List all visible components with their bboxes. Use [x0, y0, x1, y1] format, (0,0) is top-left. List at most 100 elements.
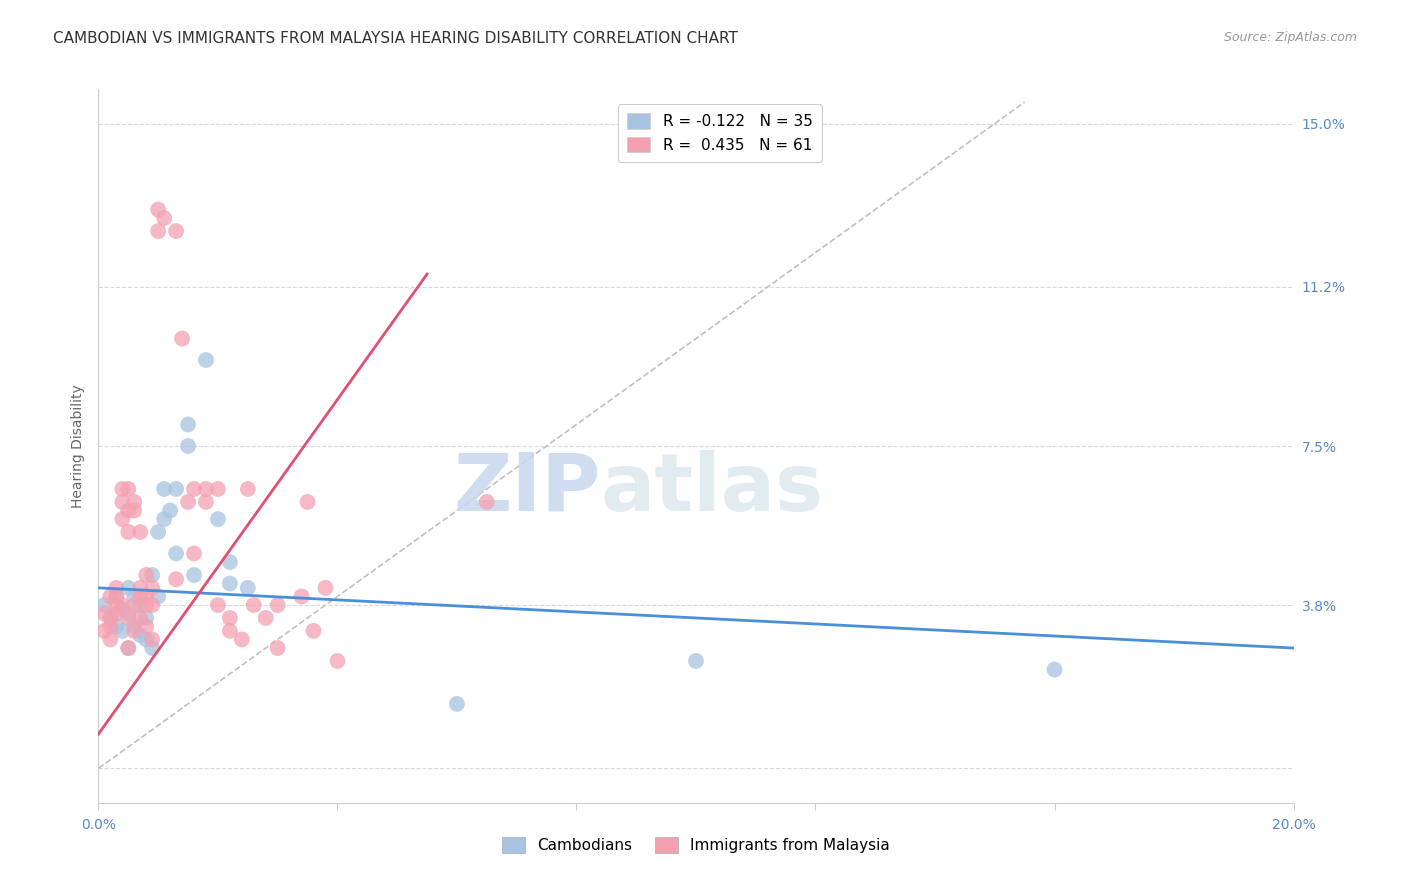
Y-axis label: Hearing Disability: Hearing Disability: [70, 384, 84, 508]
Point: [153, 512, 176, 526]
Point: [141, 641, 163, 656]
Point: [129, 611, 152, 625]
Point: [141, 598, 163, 612]
Point: [135, 590, 157, 604]
Point: [111, 495, 134, 509]
Point: [219, 624, 242, 638]
Text: atlas: atlas: [600, 450, 824, 528]
Point: [135, 568, 157, 582]
Point: [267, 598, 290, 612]
Point: [111, 602, 134, 616]
Point: [177, 439, 200, 453]
Point: [177, 495, 200, 509]
Point: [231, 632, 253, 647]
Point: [172, 332, 194, 346]
Point: [153, 482, 176, 496]
Point: [124, 619, 146, 633]
Point: [297, 495, 319, 509]
Point: [159, 503, 181, 517]
Point: [117, 581, 139, 595]
Point: [326, 654, 349, 668]
Point: [98, 611, 122, 625]
Point: [93, 624, 115, 638]
Point: [148, 524, 170, 539]
Point: [117, 611, 139, 625]
Point: [236, 581, 259, 595]
Point: [183, 546, 205, 560]
Point: [129, 590, 152, 604]
Point: [195, 495, 218, 509]
Point: [195, 482, 218, 496]
Point: [165, 224, 187, 238]
Point: [135, 619, 157, 633]
Point: [117, 641, 139, 656]
Point: [207, 598, 229, 612]
Text: ZIP: ZIP: [453, 450, 600, 528]
Point: [117, 607, 139, 621]
Point: [124, 598, 146, 612]
Point: [195, 353, 218, 368]
Point: [129, 598, 152, 612]
Point: [315, 581, 337, 595]
Point: [135, 598, 157, 612]
Point: [207, 482, 229, 496]
Point: [124, 503, 146, 517]
Point: [129, 581, 152, 595]
Point: [117, 641, 139, 656]
Point: [124, 590, 146, 604]
Point: [117, 482, 139, 496]
Point: [141, 581, 163, 595]
Point: [219, 555, 242, 569]
Point: [165, 572, 187, 586]
Point: [105, 590, 128, 604]
Point: [105, 590, 128, 604]
Point: [129, 628, 152, 642]
Point: [124, 624, 146, 638]
Point: [93, 607, 115, 621]
Point: [98, 611, 122, 625]
Point: [105, 598, 128, 612]
Point: [475, 495, 498, 509]
Point: [124, 495, 146, 509]
Point: [165, 482, 187, 496]
Point: [141, 568, 163, 582]
Point: [98, 619, 122, 633]
Point: [243, 598, 266, 612]
Point: [148, 590, 170, 604]
Point: [302, 624, 325, 638]
Point: [111, 512, 134, 526]
Point: [111, 598, 134, 612]
Point: [236, 482, 259, 496]
Point: [117, 503, 139, 517]
Point: [105, 607, 128, 621]
Point: [165, 546, 187, 560]
Point: [105, 619, 128, 633]
Point: [135, 632, 157, 647]
Point: [153, 211, 176, 226]
Text: Source: ZipAtlas.com: Source: ZipAtlas.com: [1223, 31, 1357, 45]
Point: [93, 598, 115, 612]
Point: [117, 524, 139, 539]
Point: [207, 512, 229, 526]
Point: [148, 202, 170, 217]
Point: [267, 641, 290, 656]
Point: [98, 632, 122, 647]
Point: [111, 624, 134, 638]
Point: [111, 482, 134, 496]
Point: [183, 568, 205, 582]
Point: [219, 576, 242, 591]
Point: [98, 590, 122, 604]
Point: [1043, 663, 1066, 677]
Point: [105, 581, 128, 595]
Point: [685, 654, 707, 668]
Legend: Cambodians, Immigrants from Malaysia: Cambodians, Immigrants from Malaysia: [496, 831, 896, 859]
Point: [177, 417, 200, 432]
Point: [219, 611, 242, 625]
Point: [183, 482, 205, 496]
Point: [291, 590, 314, 604]
Text: CAMBODIAN VS IMMIGRANTS FROM MALAYSIA HEARING DISABILITY CORRELATION CHART: CAMBODIAN VS IMMIGRANTS FROM MALAYSIA HE…: [53, 31, 738, 46]
Point: [254, 611, 277, 625]
Point: [446, 697, 468, 711]
Point: [135, 611, 157, 625]
Point: [148, 224, 170, 238]
